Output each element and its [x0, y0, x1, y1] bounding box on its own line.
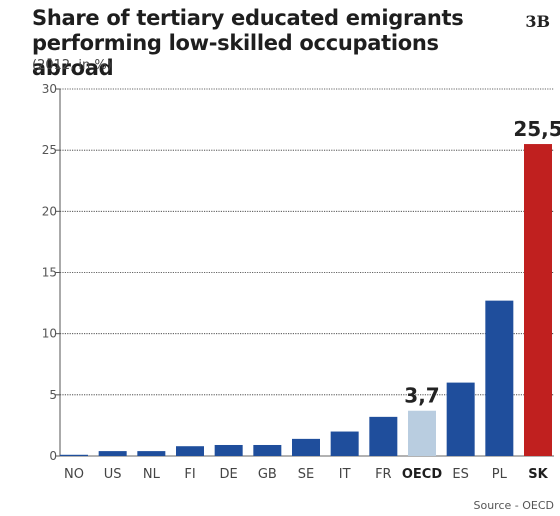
x-tick-label: FR [375, 467, 392, 482]
bar-gb [253, 444, 282, 456]
data-label-sk: 25,5 [513, 117, 560, 141]
x-tick-label: FI [184, 467, 195, 482]
title-line-2: performing low-skilled occupations abroa… [32, 31, 439, 80]
bar-oecd [408, 410, 436, 456]
chart-title: Share of tertiary educated emigrants per… [32, 6, 502, 81]
x-tick-label: OECD [402, 467, 442, 482]
bar-fi [176, 446, 204, 456]
title-line-1: Share of tertiary educated emigrants [32, 6, 464, 30]
labels: NO US NL FI DE GB SE IT FR OECD 3,7 ES PL SK 25,5 [64, 117, 560, 482]
x-tick-label: PL [492, 467, 508, 482]
bar-fr [369, 416, 398, 456]
grid-lines [60, 88, 554, 457]
x-tick-label: NO [64, 467, 84, 482]
bar-nl [137, 451, 166, 456]
y-tick-label: 30 [42, 82, 57, 96]
x-tick-label: DE [220, 467, 238, 482]
bar-it [330, 431, 359, 456]
y-tick-label: 25 [42, 143, 57, 157]
x-tick-label: NL [143, 467, 161, 482]
bar-se [292, 438, 320, 456]
y-axis: 0 5 10 15 20 25 30 [42, 82, 61, 463]
bar-sk [524, 144, 552, 457]
x-tick-label: ES [452, 467, 468, 482]
x-tick-label: SK [528, 467, 548, 482]
bar-no [60, 454, 88, 456]
y-tick-label: 0 [49, 449, 57, 463]
bar-pl [485, 300, 514, 456]
bar-es [446, 382, 475, 456]
x-tick-label: GB [258, 467, 277, 482]
x-tick-label: SE [298, 467, 314, 482]
figure-number: 3B [525, 12, 550, 31]
bar-us [98, 451, 127, 456]
chart-subtitle: (2012, in %) [32, 58, 112, 73]
data-label-oecd: 3,7 [404, 384, 439, 408]
x-tick-label: US [104, 467, 122, 482]
y-tick-label: 5 [49, 388, 57, 402]
source-note: Source - OECD [473, 499, 554, 512]
x-tick-label: IT [339, 467, 351, 482]
y-tick-label: 15 [42, 266, 57, 280]
y-tick-label: 20 [42, 204, 57, 218]
bars [60, 144, 552, 457]
bar-de [214, 444, 243, 456]
y-tick-label: 10 [42, 327, 57, 341]
